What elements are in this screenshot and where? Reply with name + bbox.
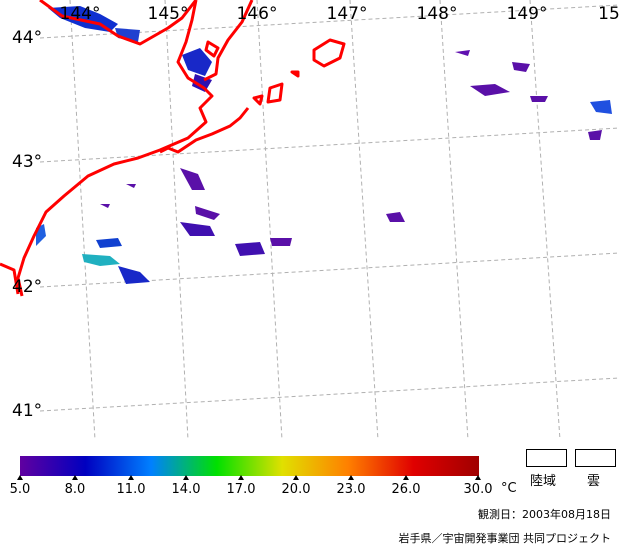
colorbar-tick-label: 20.0 <box>281 482 311 497</box>
island <box>290 70 300 78</box>
latitude-label: 43° <box>12 152 43 172</box>
meridian-146 <box>256 0 283 440</box>
coastline-west <box>16 0 214 297</box>
colorbar-tick-label: 11.0 <box>116 482 146 497</box>
temperature-colorbar <box>20 456 479 476</box>
colorbar-tick <box>293 475 299 480</box>
colorbar-tick-label: 17.0 <box>226 482 256 497</box>
sst-patch <box>512 62 530 72</box>
coastlines <box>0 0 346 297</box>
latitude-label: 41° <box>12 401 43 421</box>
colorbar-tick <box>238 475 244 480</box>
sst-patch <box>182 48 212 76</box>
sea-surface-temperature-map: 144° 145° 146° 147° 148° 149° 15 44° 43°… <box>0 0 619 440</box>
cloud-legend-label: 雲 <box>587 474 601 489</box>
sst-patch <box>180 168 205 190</box>
colorbar-tick-label: 8.0 <box>64 482 86 497</box>
sst-patch <box>270 238 292 246</box>
longitude-label: 148° <box>416 4 458 24</box>
island <box>252 94 264 106</box>
sst-patch <box>195 206 220 220</box>
colorbar-tick <box>128 475 134 480</box>
sst-patch <box>118 266 150 284</box>
meridian-145 <box>164 0 189 440</box>
observation-date: 観測日：2003年08月18日 <box>478 508 611 521</box>
longitude-label: 144° <box>59 4 101 24</box>
land-legend-swatch <box>526 449 567 467</box>
sst-patch <box>235 242 265 256</box>
meridian-147 <box>349 0 379 440</box>
colorbar-tick-label: 23.0 <box>336 482 366 497</box>
cloud-legend-swatch <box>575 449 616 467</box>
sst-patch <box>470 84 510 96</box>
longitude-label: 145° <box>147 4 189 24</box>
colorbar-tick <box>403 475 409 480</box>
colorbar-tick <box>72 475 78 480</box>
parallel-44 <box>39 4 619 39</box>
island <box>204 40 220 58</box>
colorbar-tick-label: 26.0 <box>391 482 421 497</box>
sst-patch <box>82 254 120 266</box>
latitude-label: 44° <box>12 28 43 48</box>
meridian-149 <box>529 0 561 440</box>
colorbar-tick-label: 30.0 <box>463 482 493 497</box>
coastline-peninsula <box>203 0 254 82</box>
sst-patch <box>100 204 110 208</box>
latitude-label: 42° <box>12 277 43 297</box>
sst-patch <box>588 130 602 140</box>
sst-patch <box>386 212 405 222</box>
temperature-patches <box>36 6 612 284</box>
coastline-north <box>39 0 198 46</box>
island <box>266 82 284 104</box>
colorbar-tick <box>348 475 354 480</box>
credit-text: 岩手県／宇宙開発事業団 共同プロジェクト <box>398 532 612 545</box>
map-canvas <box>0 0 619 440</box>
longitude-label: 146° <box>236 4 278 24</box>
longitude-label: 147° <box>326 4 368 24</box>
colorbar-tick-label: 14.0 <box>171 482 201 497</box>
colorbar-unit: °C <box>501 481 517 496</box>
longitude-label: 15 <box>598 4 619 24</box>
sst-patch <box>180 222 215 236</box>
meridian-148 <box>439 0 469 440</box>
sst-patch <box>455 50 470 56</box>
parallel-42 <box>39 252 619 288</box>
longitude-label: 149° <box>506 4 548 24</box>
parallel-41 <box>39 377 619 412</box>
graticule <box>39 0 619 440</box>
colorbar-tick-label: 5.0 <box>9 482 31 497</box>
sst-patch <box>96 238 122 248</box>
coastline-islands <box>159 107 250 154</box>
parallel-43 <box>39 127 619 163</box>
colorbar-tick <box>183 475 189 480</box>
coastline-south <box>0 262 20 295</box>
sst-patch <box>530 96 548 102</box>
colorbar-tick <box>475 475 481 480</box>
sst-patch <box>126 184 136 188</box>
land-legend-label: 陸域 <box>530 474 557 489</box>
sst-patch <box>590 100 612 114</box>
colorbar-tick <box>17 475 23 480</box>
island <box>312 38 346 68</box>
meridian-144 <box>69 0 96 440</box>
